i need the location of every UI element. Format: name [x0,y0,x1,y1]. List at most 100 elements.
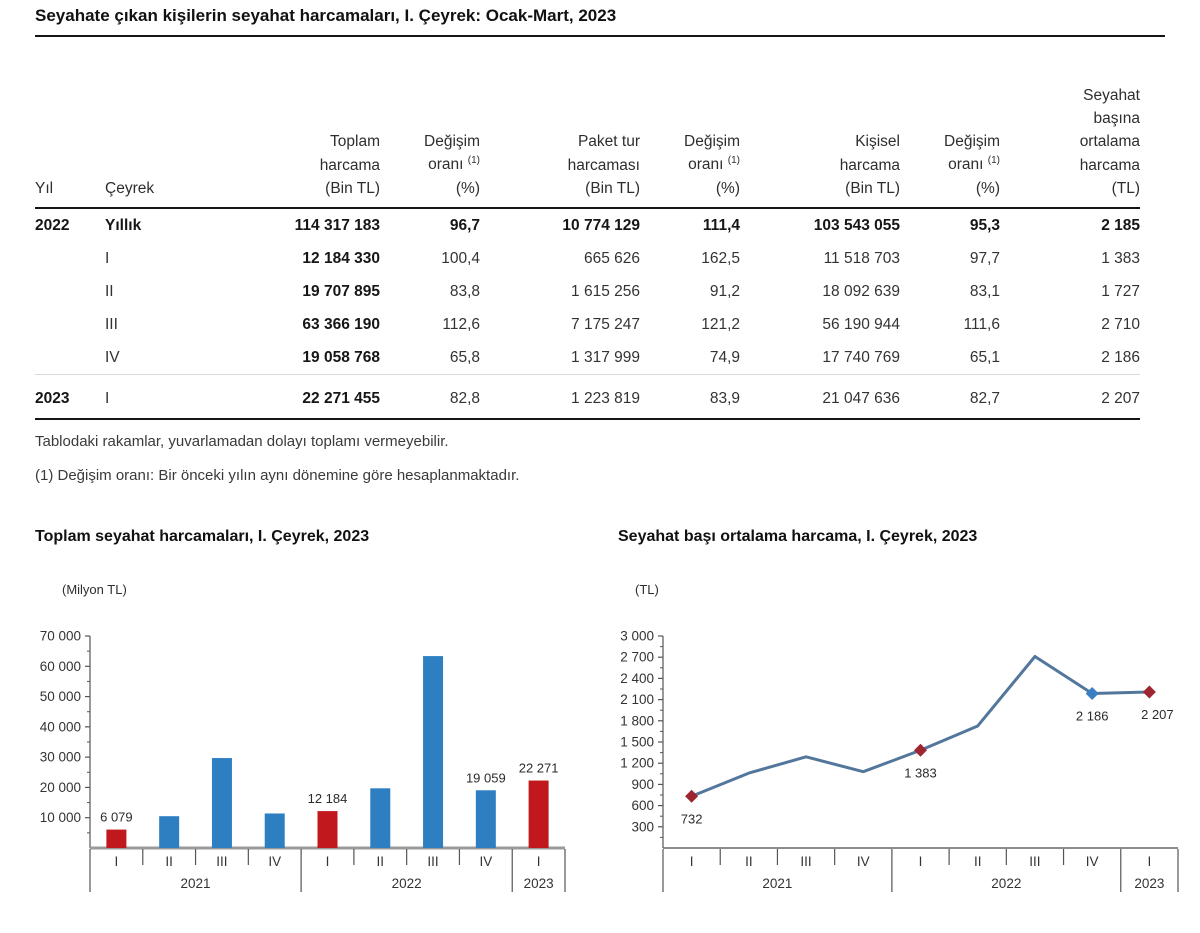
y-axis-tick-label: 20 000 [40,780,81,795]
bar-chart-section: Toplam seyahat harcamaları, I. Çeyrek, 2… [35,528,600,909]
diamond-marker [1085,687,1099,701]
y-axis-tick-label: 2 700 [620,650,654,665]
value-cell: 112,6 [442,315,480,333]
value-cell: 2 186 [1101,348,1140,366]
year-cell [35,308,105,341]
y-axis-tick-label: 300 [631,819,654,834]
y-axis-unit-label: (Milyon TL) [62,582,127,597]
value-cell: 2 207 [1000,374,1140,420]
table-row: III 63 366 190 112,6 7 175 247 121,2 56 190 9… [35,308,1140,341]
y-axis-tick-label: 2 100 [620,692,654,707]
value-cell: 12 184 330 [302,249,380,267]
bar [475,790,496,848]
quarter-label: IV [1086,854,1099,869]
quarter-label: II [165,854,173,869]
bar [423,656,444,848]
value-cell: 17 740 769 [822,348,900,366]
y-axis-unit-label: (TL) [635,582,659,597]
quarter-label: I [326,854,330,869]
value-cell: 1 727 [1101,282,1140,300]
diamond-marker [1142,685,1156,699]
bar-data-label: 6 079 [100,810,133,825]
quarter-label: III [427,854,438,869]
value-cell: 10 774 129 [562,216,640,234]
year-cell: 2023 [35,374,105,420]
value-cell: 103 543 055 [813,216,900,234]
bar-data-label: 19 059 [466,770,506,785]
bar-chart-title: Toplam seyahat harcamaları, I. Çeyrek, 2… [35,528,370,545]
year-label: 2022 [991,876,1021,891]
y-axis-tick-label: 10 000 [40,810,81,825]
value-cell: 56 190 944 [822,315,900,333]
bar [264,813,285,848]
expenditure-table-section: Yıl Çeyrek Toplam harcama (Bin TL) Değiş… [35,50,1140,487]
page-title: Seyahate çıkan kişilerin seyahat harcama… [35,6,1165,37]
y-axis-tick-label: 2 400 [620,671,654,686]
value-cell: 19 707 895 [302,282,380,300]
quarter-label: III [216,854,227,869]
year-label: 2023 [524,876,554,891]
year-cell [35,341,105,375]
value-cell: 83,8 [449,282,480,300]
bar [106,829,127,848]
quarter-cell: Yıllık [105,216,142,234]
value-cell: 19 058 768 [302,348,380,366]
diamond-marker [685,789,699,803]
y-axis-tick-label: 3 000 [620,629,654,644]
quarter-label: III [1029,854,1040,869]
value-cell: 22 271 455 [220,374,380,420]
avg-expenditure-line-chart: (TL) 300 600 900 1 200 1 500 1 800 2 100 2 400 2 … [620,582,1179,892]
year-label: 2023 [1134,876,1164,891]
total-expenditure-bar-chart: (Milyon TL) 10 000 20 000 30 000 40 000 50 00… [40,582,566,892]
point-data-label: 1 383 [904,765,937,780]
quarter-label: IV [268,854,281,869]
quarter-label: IV [857,854,870,869]
table-row: I 12 184 330 100,4 665 626 162,5 11 518 703 97… [35,242,1140,275]
bar [370,788,391,848]
col-header-change-rate-2: Değişim oranı (1) (%) [640,50,740,209]
y-axis-tick-label: 30 000 [40,750,81,765]
line-chart-title: Seyahat başı ortalama harcama, I. Çeyrek… [618,528,978,545]
quarter-cell: II [105,282,114,300]
quarter-label: I [919,854,923,869]
col-header-package-tour: Paket tur harcaması (Bin TL) [480,50,640,209]
value-cell: 18 092 639 [822,282,900,300]
quarter-cell: I [105,249,110,267]
quarter-cell: IV [105,348,120,366]
value-cell: 111,4 [702,216,740,234]
value-cell: 100,4 [441,249,480,267]
y-axis-tick-label: 1 500 [620,735,654,750]
value-cell: 1 383 [1101,249,1140,267]
y-axis-tick-label: 1 200 [620,756,654,771]
bar [528,780,549,848]
quarter-label: II [377,854,385,869]
point-data-label: 732 [681,811,703,826]
line-chart-section: Seyahat başı ortalama harcama, I. Çeyrek… [618,528,1190,909]
y-axis-tick-label: 1 800 [620,713,654,728]
col-header-avg-per-trip: Seyahat başına ortalama harcama (TL) [1000,50,1140,209]
year-cell [35,275,105,308]
col-header-total-expenditure: Toplam harcama (Bin TL) [220,50,380,209]
value-cell: 83,1 [969,282,1000,300]
value-cell: 95,3 [969,216,1000,234]
value-cell: 82,7 [900,374,1000,420]
y-axis-tick-label: 900 [631,777,654,792]
quarter-cell: I [105,374,220,420]
footnote-change-rate: (1) Değişim oranı: Bir önceki yılın aynı… [35,466,520,484]
table-row: IV 19 058 768 65,8 1 317 999 74,9 17 740 769 6… [35,341,1140,375]
year-cell [35,242,105,275]
value-cell: 2 185 [1101,216,1140,234]
quarter-label: I [537,854,541,869]
value-cell: 21 047 636 [740,374,900,420]
diamond-marker [914,743,927,757]
quarter-label: I [115,854,119,869]
col-header-change-rate-3: Değişim oranı (1) (%) [900,50,1000,209]
col-header-year: Yıl [35,50,105,209]
year-label: 2022 [392,876,422,891]
quarter-label: IV [479,854,492,869]
value-cell: 114 317 183 [294,216,380,234]
point-data-label: 2 207 [1141,707,1174,722]
table-body: 2022 Yıllık 114 317 183 96,7 10 774 129 111,4… [35,208,1140,420]
footnote-rounding: Tablodaki rakamlar, yuvarlamadan dolayı … [35,433,449,450]
y-axis-tick-label: 600 [631,798,654,813]
